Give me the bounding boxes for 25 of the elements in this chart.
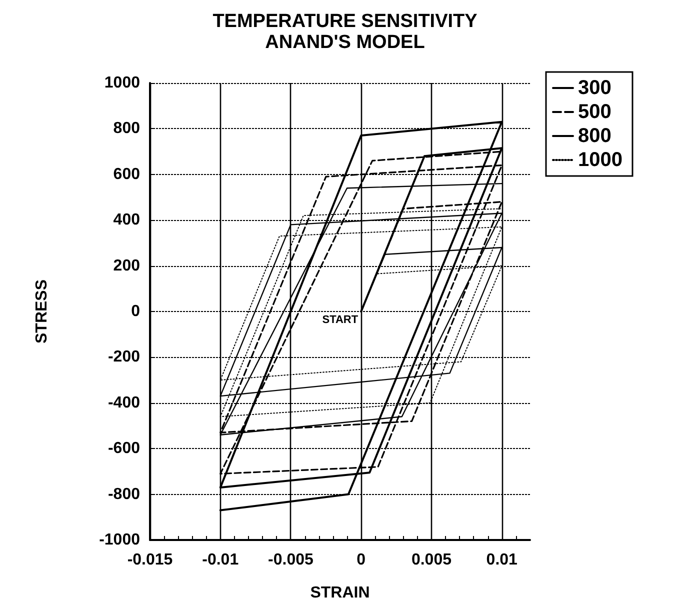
x-tick-label: 0.01 bbox=[486, 552, 518, 568]
x-tick-label: -0.005 bbox=[268, 552, 314, 568]
x-tick-label: -0.01 bbox=[202, 552, 239, 568]
chart-title: TEMPERATURE SENSITIVITY ANAND'S MODEL bbox=[212, 11, 478, 53]
legend-label: 300 bbox=[578, 77, 612, 99]
y-tick-label: 800 bbox=[113, 120, 140, 138]
x-tick-label: 0 bbox=[356, 552, 366, 568]
legend-label: 500 bbox=[578, 101, 612, 123]
y-tick-label: 200 bbox=[113, 257, 140, 274]
y-tick-label: 1000 bbox=[104, 74, 140, 92]
y-axis-title: STRESS bbox=[34, 279, 50, 344]
y-tick-label: -400 bbox=[108, 394, 140, 412]
annotation: START bbox=[322, 314, 358, 326]
y-tick-label: -1000 bbox=[99, 532, 140, 548]
legend-label: 800 bbox=[578, 125, 612, 147]
x-axis-title: STRAIN bbox=[310, 584, 370, 602]
x-tick-label: -0.015 bbox=[127, 552, 173, 568]
y-tick-label: 600 bbox=[113, 166, 140, 183]
y-tick-label: -800 bbox=[108, 486, 140, 503]
y-tick-label: -200 bbox=[108, 348, 140, 366]
legend-label: 1000 bbox=[578, 149, 622, 171]
y-tick-label: -600 bbox=[108, 440, 140, 458]
y-tick-label: 400 bbox=[113, 212, 140, 229]
x-tick-label: 0.005 bbox=[411, 552, 452, 568]
y-tick-label: 0 bbox=[131, 303, 140, 320]
